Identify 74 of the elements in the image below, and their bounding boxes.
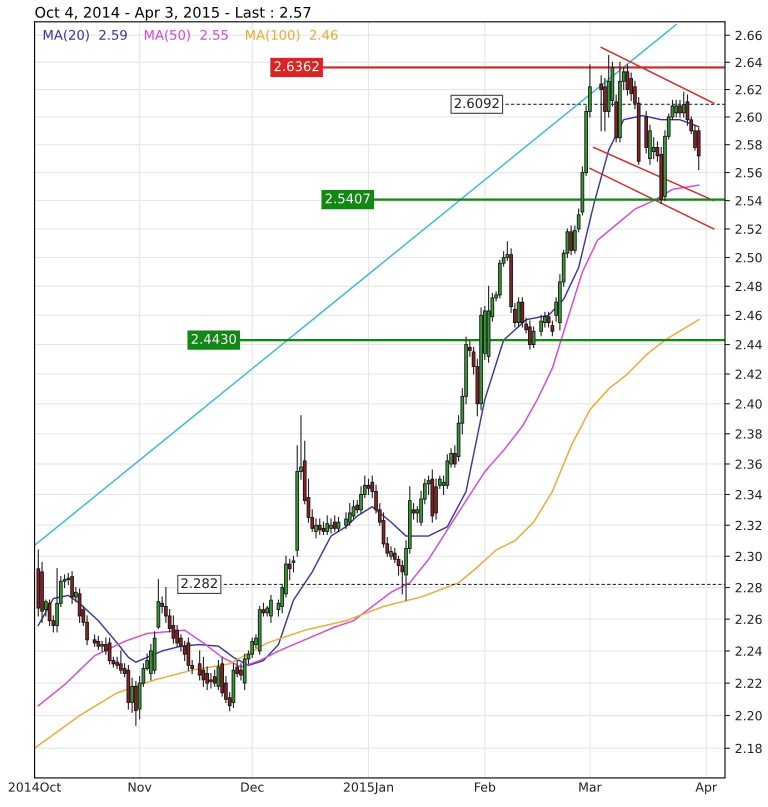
y-tick-label: 2.24 [736, 646, 762, 656]
candlestick [674, 100, 678, 118]
candlestick [322, 522, 326, 536]
ref-line-label: 2.4430 [192, 334, 236, 344]
candlestick [108, 638, 112, 664]
y-tick-label: 2.28 [736, 583, 762, 592]
ref-line-label: 2.6092 [454, 98, 499, 108]
ref-line-label: 2.6362 [274, 61, 318, 72]
candlestick [78, 588, 82, 623]
y-tick-label: 2.50 [736, 252, 762, 262]
ref-line-label: 2.5407 [326, 193, 370, 204]
candlestick [269, 594, 273, 623]
x-tick-label: Apr [696, 782, 718, 794]
chart-title: Oct 4, 2014 - Apr 3, 2015 - Last : 2.57 [35, 6, 310, 21]
x-tick-label: Feb [475, 782, 496, 792]
x-tick-label: Dec [241, 782, 264, 792]
candlestick [516, 297, 520, 328]
candlestick [55, 568, 59, 632]
y-tick-label: 2.38 [736, 429, 762, 439]
candlestick [212, 670, 216, 687]
y-tick-label: 2.44 [736, 340, 762, 350]
candlestick [325, 515, 330, 536]
y-tick-label: 2.62 [736, 84, 762, 94]
y-tick-label: 2.56 [736, 168, 762, 178]
y-tick-label: 2.42 [736, 370, 762, 379]
y-tick-label: 2.60 [736, 112, 762, 122]
candlestick [332, 515, 337, 532]
x-tick-label: 2015Jan [344, 782, 393, 794]
text: MA(20) 2.59 [44, 30, 127, 42]
candlestick [528, 320, 532, 350]
candlestick [318, 518, 322, 536]
y-tick-label: 2.32 [736, 520, 762, 530]
candlestick [348, 503, 352, 526]
candlestick [216, 660, 220, 690]
ref-line-label: 2.282 [181, 578, 217, 588]
x-tick-label: Nov [128, 782, 152, 792]
y-tick-label: 2.46 [736, 310, 762, 320]
text: MA(50) 2.55 [144, 30, 228, 42]
candlestick [569, 226, 573, 256]
y-tick-label: 2.26 [736, 614, 762, 624]
x-tick-label: 2014Oct [8, 782, 61, 792]
y-tick-label: 2.18 [736, 744, 762, 754]
y-tick-label: 2.22 [736, 678, 762, 688]
y-tick-label: 2.36 [736, 459, 762, 469]
candlestick [209, 672, 213, 688]
candlestick [92, 634, 96, 647]
candlestick [96, 636, 100, 650]
candlestick [119, 650, 123, 674]
line-series [34, 318, 700, 749]
candlestick [366, 478, 370, 496]
text: MA(100) 2.46 [246, 30, 338, 42]
x-tick-label: Mar [579, 782, 602, 792]
candlestick [539, 314, 543, 336]
y-tick-label: 2.20 [736, 710, 762, 720]
candlestick [532, 326, 536, 348]
y-tick-label: 2.34 [736, 490, 762, 500]
y-tick-label: 2.64 [736, 58, 762, 68]
line-series [38, 184, 700, 706]
y-tick-label: 2.48 [736, 282, 762, 292]
y-tick-label: 2.30 [736, 552, 762, 562]
y-tick-label: 2.40 [736, 399, 762, 409]
candlestick [186, 638, 190, 671]
candlestick [100, 640, 104, 652]
candlestick [682, 92, 686, 118]
candlestick [70, 571, 74, 604]
candlestick [329, 518, 333, 534]
y-tick-label: 2.66 [736, 30, 762, 40]
line-series [38, 114, 700, 666]
y-tick-label: 2.58 [736, 140, 762, 150]
y-tick-label: 2.52 [736, 224, 762, 234]
candlestick [599, 75, 603, 132]
candlestick [336, 516, 340, 532]
candlestick [678, 100, 682, 118]
y-tick-label: 2.54 [736, 196, 762, 206]
